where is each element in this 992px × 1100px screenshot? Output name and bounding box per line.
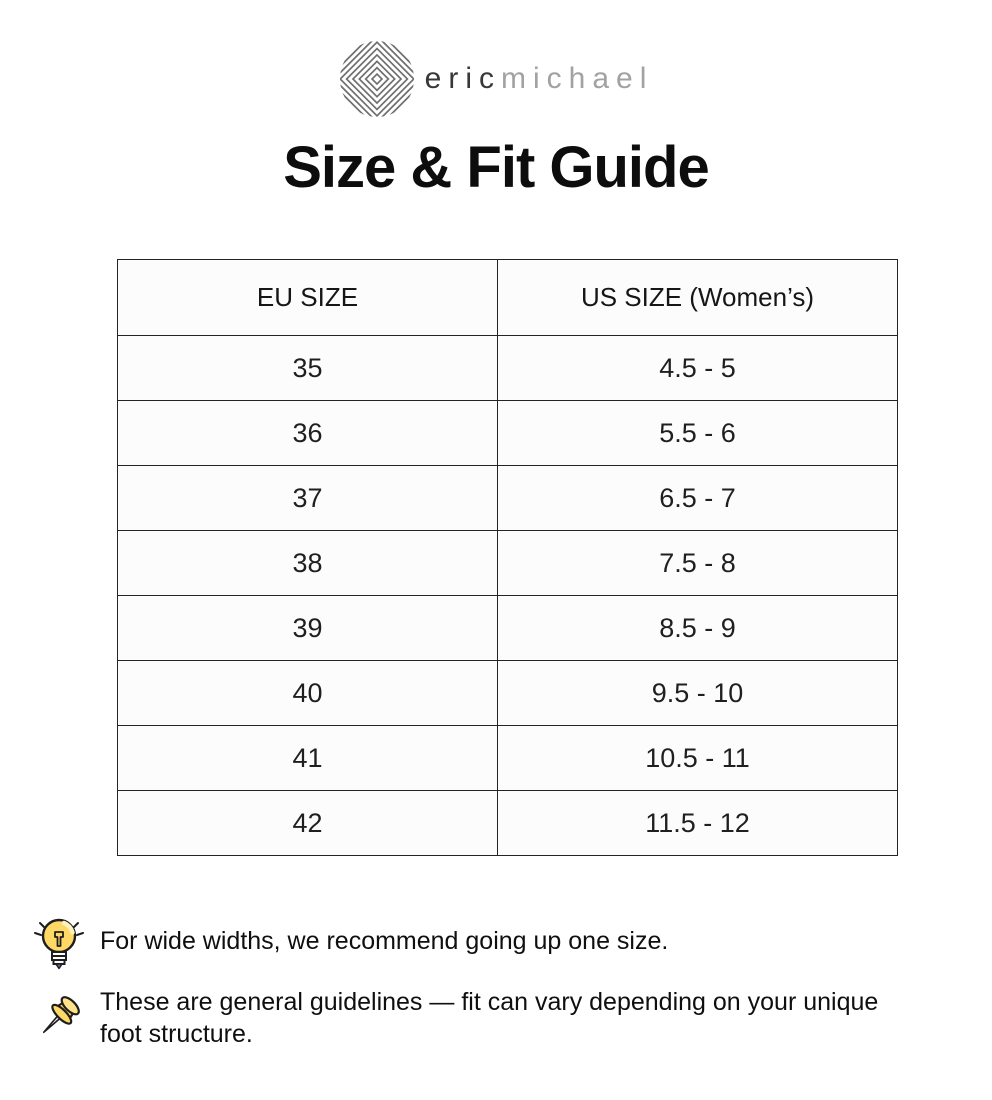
brand-wordmark: ericmichael [425,62,654,96]
eu-size-cell: 36 [117,400,498,466]
us-size-cell: 6.5 - 7 [497,465,898,531]
pushpin-icon [31,989,87,1047]
us-size-cell: 11.5 - 12 [497,790,898,856]
eu-size-cell: 42 [117,790,498,856]
eu-size-cell: 37 [117,465,498,531]
page-title: Size & Fit Guide [283,135,710,200]
eu-size-cell: 41 [117,725,498,791]
table-row: 41 10.5 - 11 [117,725,898,791]
table-row: 37 6.5 - 7 [117,465,898,531]
note-text: For wide widths, we recommend going up o… [100,927,669,955]
eu-size-cell: 39 [117,595,498,661]
us-size-cell: 5.5 - 6 [497,400,898,466]
brand-name-secondary: michael [500,62,654,95]
us-size-cell: 7.5 - 8 [497,530,898,596]
table-row: 35 4.5 - 5 [117,335,898,401]
table-row: 36 5.5 - 6 [117,400,898,466]
lightbulb-icon [31,912,87,970]
eu-size-cell: 35 [117,335,498,401]
table-header-row: EU SIZE US SIZE (Women’s) [117,259,898,336]
diamond-pattern-logo-icon [339,40,415,118]
brand-logo: ericmichael [0,40,992,118]
table-row: 42 11.5 - 12 [117,790,898,856]
us-size-header: US SIZE (Women’s) [497,259,898,336]
size-conversion-table: EU SIZE US SIZE (Women’s) 35 4.5 - 5 36 … [117,259,898,856]
table-row: 38 7.5 - 8 [117,530,898,596]
us-size-cell: 10.5 - 11 [497,725,898,791]
table-row: 40 9.5 - 10 [117,660,898,726]
eu-size-cell: 40 [117,660,498,726]
eu-size-header: EU SIZE [117,259,498,336]
guidelines-note: These are general guidelines — fit can v… [31,986,878,1050]
us-size-cell: 4.5 - 5 [497,335,898,401]
wide-width-note: For wide widths, we recommend going up o… [31,912,668,970]
eu-size-cell: 38 [117,530,498,596]
note-text: These are general guidelines — fit can v… [100,988,879,1048]
table-row: 39 8.5 - 9 [117,595,898,661]
us-size-cell: 9.5 - 10 [497,660,898,726]
brand-name-primary: eric [424,62,501,95]
us-size-cell: 8.5 - 9 [497,595,898,661]
